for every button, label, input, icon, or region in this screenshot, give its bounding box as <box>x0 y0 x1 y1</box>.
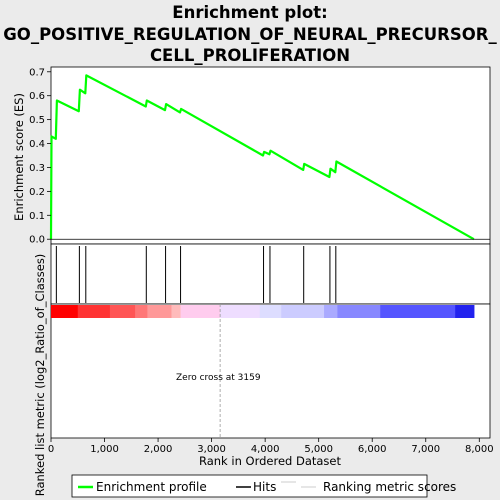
zero-cross-annotation: Zero cross at 3159 <box>176 373 261 383</box>
y-tick-label: 0.1 <box>29 211 45 222</box>
gradient-segment <box>380 305 456 318</box>
legend-box <box>71 474 428 498</box>
ranking-metric-gradient <box>51 305 475 318</box>
x-tick-label: 3,000 <box>197 444 226 455</box>
x-tick-label: 7,000 <box>411 444 440 455</box>
x-tick-label: 1,000 <box>90 444 119 455</box>
title-line-2: GO_POSITIVE_REGULATION_OF_NEURAL_PRECURS… <box>3 25 497 44</box>
gradient-segment <box>109 305 136 318</box>
gradient-segment <box>171 305 182 318</box>
legend-label-hits: Hits <box>253 480 276 494</box>
title-line-1: Enrichment plot: <box>172 3 327 22</box>
gradient-segment <box>281 305 325 318</box>
title-line-3: CELL_PROLIFERATION <box>150 46 350 65</box>
es-plot-area <box>50 66 491 245</box>
gradient-segment <box>51 305 79 318</box>
hits-plot-area <box>50 243 491 305</box>
y-tick-label: 0.2 <box>29 187 45 198</box>
x-tick-label: 8,000 <box>465 444 494 455</box>
y-tick-label: 0.0 <box>29 235 45 246</box>
hit-markers <box>55 246 337 303</box>
gradient-segment <box>180 305 221 318</box>
es-curve-layer <box>49 74 490 241</box>
x-tick-label: 0 <box>48 444 54 455</box>
legend-label-enrichment-profile: Enrichment profile <box>96 480 207 494</box>
metric-plot-area <box>50 303 491 439</box>
gradient-segment <box>147 305 172 318</box>
es-y-axis-label: Enrichment score (ES) <box>12 93 26 221</box>
y-tick-label: 0.4 <box>29 139 45 150</box>
gradient-segment <box>77 305 111 318</box>
es-curve-line <box>49 74 475 241</box>
x-tick-label: 6,000 <box>358 444 387 455</box>
gradient-segment <box>220 305 261 318</box>
x-tick-label: 4,000 <box>251 444 280 455</box>
y-tick-label: 0.6 <box>29 91 45 102</box>
x-axis-label: Rank in Ordered Dataset <box>199 454 342 468</box>
gradient-segment <box>455 305 475 318</box>
es-y-ticks: 0.0 0.1 0.2 0.3 0.4 0.5 0.6 0.7 <box>29 67 51 246</box>
gradient-segment <box>337 305 381 318</box>
x-tick-label: 5,000 <box>304 444 333 455</box>
legend: Enrichment profile Hits Ranking metric s… <box>71 474 456 498</box>
x-ticks: 0 1,000 2,000 3,000 4,000 5,000 6,000 7,000 8,00… <box>48 438 494 455</box>
x-tick-label: 2,000 <box>144 444 173 455</box>
gradient-segment <box>324 305 338 318</box>
gradient-segment <box>259 305 282 318</box>
gradient-segment <box>135 305 148 318</box>
metric-y-axis-label: Ranked list metric (log2_Ratio_of_Classe… <box>33 254 47 497</box>
y-tick-label: 0.3 <box>29 163 45 174</box>
legend-label-ranking-metric: Ranking metric scores <box>323 480 456 494</box>
y-tick-label: 0.7 <box>29 67 45 78</box>
y-tick-label: 0.5 <box>29 115 45 126</box>
